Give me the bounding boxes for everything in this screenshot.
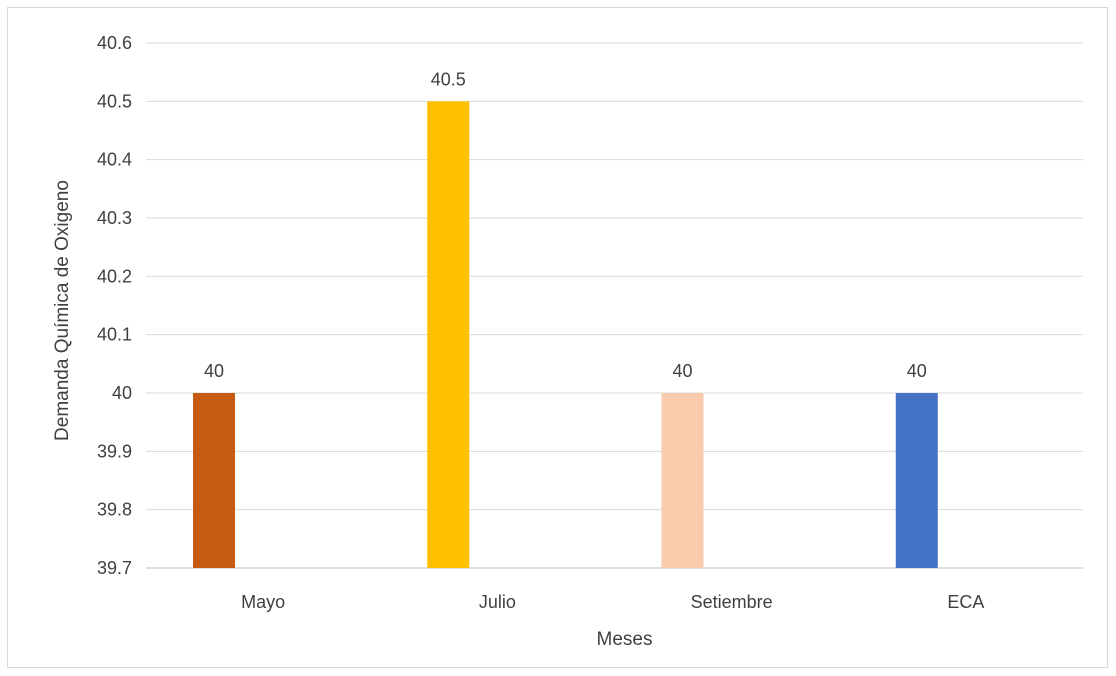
y-tick-label: 40.2	[97, 266, 132, 286]
data-label: 40	[907, 361, 927, 381]
data-label: 40.5	[431, 69, 466, 89]
y-tick-label: 39.8	[97, 500, 132, 520]
y-tick-label: 40.5	[97, 91, 132, 111]
y-tick-label: 40.3	[97, 208, 132, 228]
bar-julio	[427, 101, 470, 568]
y-tick-label: 39.9	[97, 441, 132, 461]
bars	[193, 101, 938, 568]
y-tick-label: 40.6	[97, 33, 132, 53]
x-tick-labels: Mayo Julio Setiembre ECA	[241, 592, 984, 612]
x-tick-label: Setiembre	[691, 592, 773, 612]
x-tick-label: Julio	[479, 592, 516, 612]
bar-mayo	[193, 393, 235, 568]
bar-eca	[895, 393, 938, 568]
x-tick-label: Mayo	[241, 592, 285, 612]
y-tick-label: 40	[112, 383, 132, 403]
x-tick-label: ECA	[947, 592, 984, 612]
y-tick-label: 40.1	[97, 325, 132, 345]
data-labels: 40 40.5 40 40	[204, 69, 927, 381]
bar-setiembre	[661, 393, 704, 568]
data-label: 40	[204, 361, 224, 381]
data-label: 40	[672, 361, 692, 381]
y-axis-label: Demanda Química de Oxigeno	[52, 180, 73, 441]
y-tick-labels: 39.7 39.8 39.9 40 40.1 40.2 40.3 40.4 40.5 40.6	[97, 33, 132, 578]
y-tick-label: 40.4	[97, 150, 132, 170]
gridlines	[146, 42, 1083, 569]
y-tick-label: 39.7	[97, 558, 132, 578]
x-axis-label: Meses	[597, 629, 653, 650]
